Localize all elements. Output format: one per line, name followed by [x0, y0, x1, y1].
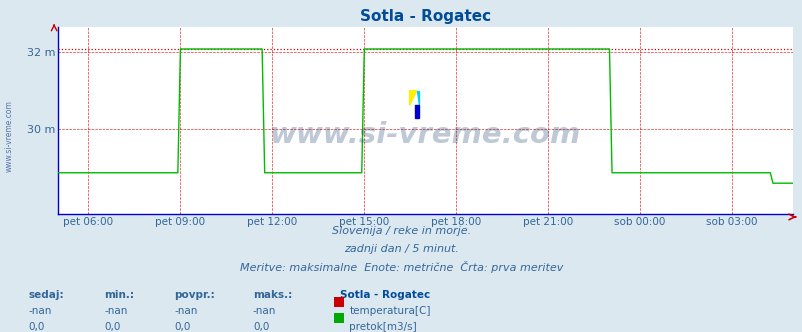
Text: www.si-vreme.com: www.si-vreme.com: [5, 100, 14, 172]
Text: zadnji dan / 5 minut.: zadnji dan / 5 minut.: [343, 244, 459, 254]
Text: -nan: -nan: [28, 306, 51, 316]
Text: sedaj:: sedaj:: [28, 290, 63, 300]
Text: Meritve: maksimalne  Enote: metrične  Črta: prva meritev: Meritve: maksimalne Enote: metrične Črta…: [240, 261, 562, 273]
Text: 0,0: 0,0: [28, 322, 44, 332]
Text: maks.:: maks.:: [253, 290, 292, 300]
Text: temperatura[C]: temperatura[C]: [349, 306, 430, 316]
Polygon shape: [416, 91, 419, 105]
Text: povpr.:: povpr.:: [174, 290, 215, 300]
Polygon shape: [414, 105, 419, 118]
Text: min.:: min.:: [104, 290, 134, 300]
Text: 0,0: 0,0: [104, 322, 120, 332]
Text: Sotla - Rogatec: Sotla - Rogatec: [339, 290, 429, 300]
Text: Slovenija / reke in morje.: Slovenija / reke in morje.: [331, 226, 471, 236]
Text: -nan: -nan: [104, 306, 128, 316]
Text: -nan: -nan: [174, 306, 197, 316]
Title: Sotla - Rogatec: Sotla - Rogatec: [359, 9, 491, 24]
Text: 0,0: 0,0: [253, 322, 269, 332]
Text: 0,0: 0,0: [174, 322, 190, 332]
Text: -nan: -nan: [253, 306, 276, 316]
Polygon shape: [409, 91, 416, 105]
Text: www.si-vreme.com: www.si-vreme.com: [269, 122, 581, 149]
Text: pretok[m3/s]: pretok[m3/s]: [349, 322, 416, 332]
